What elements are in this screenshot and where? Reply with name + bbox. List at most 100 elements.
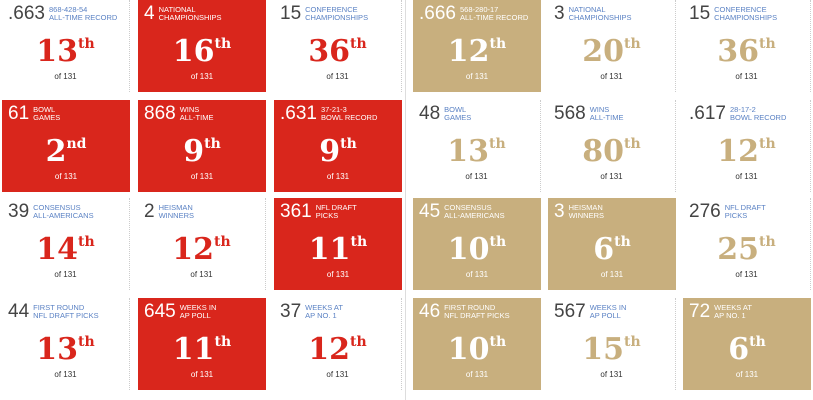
rank-number: 36: [717, 34, 760, 69]
label-line: AP POLL: [589, 311, 621, 320]
rank-total: of 131: [190, 270, 213, 279]
stat-header: 61 BOWL GAMES: [8, 103, 60, 125]
rank-number: 13: [447, 134, 490, 169]
rank-total: of 131: [600, 72, 623, 81]
stat-card: .617 28-17-2 BOWL RECORD 12th of 131: [683, 100, 811, 192]
rank-number: 13: [36, 332, 79, 367]
rank-number: 11: [308, 232, 351, 267]
rank-number: 11: [172, 332, 215, 367]
label-line: CONFERENCE: [714, 5, 767, 14]
stat-value: 361: [280, 201, 312, 222]
stat-value: 39: [8, 201, 30, 222]
stat-card: 567 WEEKS IN AP POLL 15th of 131: [548, 298, 676, 390]
stat-value: 46: [419, 301, 441, 322]
stat-label: WINS ALL-TIME: [180, 106, 214, 122]
label-line: BOWL: [33, 105, 56, 114]
stat-header: 72 WEEKS AT AP NO. 1: [689, 301, 752, 323]
label-line: WINS: [179, 105, 200, 114]
rank-suffix: th: [624, 136, 641, 152]
rank-suffix: th: [214, 334, 232, 350]
stat-value: 276: [689, 201, 721, 222]
rank: 10th: [413, 326, 541, 366]
stat-value: 2: [144, 201, 155, 222]
rank-number: 14: [36, 232, 79, 267]
stat-header: .631 37-21-3 BOWL RECORD: [280, 103, 377, 125]
stat-header: 39 CONSENSUS ALL-AMERICANS: [8, 201, 94, 223]
stat-header: 15 CONFERENCE CHAMPIONSHIPS: [280, 3, 368, 25]
divider: [405, 0, 406, 400]
stat-card: 39 CONSENSUS ALL-AMERICANS 14th of 131: [2, 198, 130, 290]
stat-card: 15 CONFERENCE CHAMPIONSHIPS 36th of 131: [683, 0, 811, 92]
label-line: NFL DRAFT PICKS: [444, 311, 510, 320]
stat-header: 48 BOWL GAMES: [419, 103, 471, 125]
label-line: CONFERENCE: [305, 5, 358, 14]
rank: 15th: [548, 326, 675, 366]
stat-header: 15 CONFERENCE CHAMPIONSHIPS: [689, 3, 777, 25]
stat-label: 868-428-54 ALL-TIME RECORD: [49, 6, 117, 22]
stat-card: .666 568-280-17 ALL-TIME RECORD 12th of 131: [413, 0, 541, 92]
stat-label: FIRST ROUND NFL DRAFT PICKS: [444, 304, 509, 320]
rank-suffix: th: [350, 334, 367, 350]
stat-value: 868: [144, 103, 176, 124]
rank-suffix: th: [489, 36, 507, 52]
stat-label: FIRST ROUND NFL DRAFT PICKS: [33, 304, 98, 320]
rank-number: 13: [36, 34, 79, 69]
label-line: CHAMPIONSHIPS: [305, 13, 369, 22]
stat-label: BOWL GAMES: [33, 106, 60, 122]
label-line: NFL DRAFT: [724, 203, 766, 212]
label-line: NFL DRAFT PICKS: [33, 311, 99, 320]
label-line: 28-17-2: [729, 105, 756, 114]
label-line: FIRST ROUND: [444, 303, 496, 312]
rank-suffix: th: [78, 334, 95, 350]
label-line: ALL-AMERICANS: [444, 211, 505, 220]
label-line: BOWL: [444, 105, 467, 114]
label-line: GAMES: [444, 113, 472, 122]
rank-suffix: th: [78, 36, 95, 52]
rank-suffix: nd: [66, 136, 87, 152]
stat-card: 361 NFL DRAFT PICKS 11th of 131: [274, 198, 402, 290]
rank-suffix: th: [340, 136, 357, 152]
rank-suffix: th: [759, 36, 776, 52]
rank-number: 12: [172, 232, 215, 267]
stat-label: WEEKS AT AP NO. 1: [714, 304, 752, 320]
stat-label: BOWL GAMES: [444, 106, 471, 122]
label-line: ALL-TIME: [589, 113, 624, 122]
label-line: ALL-AMERICANS: [33, 211, 94, 220]
stat-label: CONFERENCE CHAMPIONSHIPS: [714, 6, 777, 22]
label-line: WEEKS IN: [179, 303, 217, 312]
rank-number: 12: [308, 332, 351, 367]
stat-value: 61: [8, 103, 30, 124]
stat-header: 3 NATIONAL CHAMPIONSHIPS: [554, 3, 632, 25]
label-line: WEEKS AT: [305, 303, 343, 312]
stat-label: WEEKS IN AP POLL: [180, 304, 217, 320]
stat-card: 2 HEISMAN WINNERS 12th of 131: [138, 198, 266, 290]
stat-header: 46 FIRST ROUND NFL DRAFT PICKS: [419, 301, 510, 323]
rank-total: of 131: [465, 172, 488, 181]
label-line: WEEKS AT: [714, 303, 752, 312]
rank-total: of 131: [600, 172, 623, 181]
rank-suffix: th: [759, 136, 776, 152]
rank-number: 16: [172, 34, 215, 69]
stat-value: 48: [419, 103, 441, 124]
stat-label: WINS ALL-TIME: [590, 106, 624, 122]
label-line: BOWL RECORD: [729, 113, 787, 122]
label-line: 868-428-54: [48, 5, 88, 14]
stat-label: NFL DRAFT PICKS: [725, 204, 766, 220]
label-line: CONSENSUS: [33, 203, 81, 212]
rank: 12th: [413, 28, 541, 68]
rank-suffix: th: [614, 234, 631, 250]
rank-total: of 131: [735, 72, 758, 81]
stat-card: 568 WINS ALL-TIME 80th of 131: [548, 100, 676, 192]
rank: 6th: [548, 226, 676, 266]
rank-suffix: th: [350, 36, 367, 52]
stat-label: 37-21-3 BOWL RECORD: [321, 106, 377, 122]
rank: 13th: [2, 326, 129, 366]
stat-card: 276 NFL DRAFT PICKS 25th of 131: [683, 198, 811, 290]
label-line: WINNERS: [158, 211, 194, 220]
rank: 16th: [138, 28, 266, 68]
stat-header: 44 FIRST ROUND NFL DRAFT PICKS: [8, 301, 99, 323]
stat-value: 3: [554, 201, 565, 222]
rank-number: 10: [447, 232, 490, 267]
stat-card: 4 NATIONAL CHAMPIONSHIPS 16th of 131: [138, 0, 266, 92]
stat-label: WEEKS IN AP POLL: [590, 304, 627, 320]
